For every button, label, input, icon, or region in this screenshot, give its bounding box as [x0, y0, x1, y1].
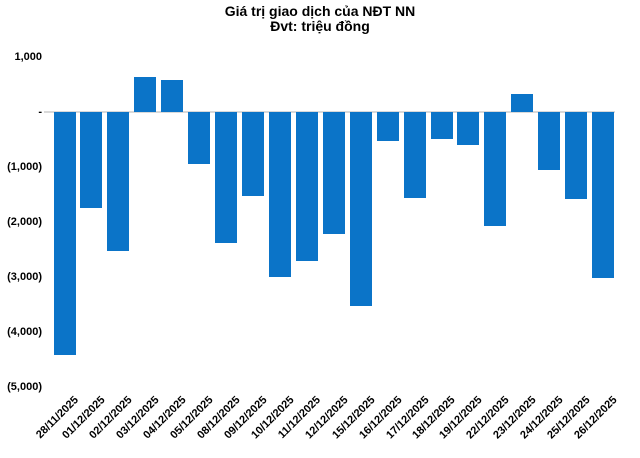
y-axis-tick-label: (5,000) — [7, 380, 42, 393]
bar — [484, 112, 507, 226]
bar — [161, 79, 184, 112]
bar — [403, 112, 426, 198]
bar — [107, 112, 130, 251]
bar — [565, 112, 588, 200]
y-axis-tick-label: (2,000) — [7, 215, 42, 228]
chart-title: Giá trị giao dịch của NĐT NN — [224, 3, 416, 19]
zero-axis-line — [44, 111, 615, 113]
bar — [80, 112, 103, 208]
bar — [376, 112, 399, 142]
bar — [430, 112, 453, 139]
bar — [242, 112, 264, 197]
y-axis-tick-label: - — [38, 105, 42, 118]
bar — [322, 112, 345, 235]
y-axis-tick-label: (4,000) — [7, 325, 42, 338]
bar — [511, 93, 534, 112]
bar — [134, 77, 157, 112]
bar — [53, 112, 76, 356]
y-axis-tick-label: 1,000 — [14, 50, 42, 63]
bar — [592, 112, 615, 278]
bar — [349, 112, 372, 307]
bar — [457, 112, 480, 145]
bar — [215, 112, 238, 243]
bar — [538, 112, 561, 171]
y-axis-tick-label: (1,000) — [7, 160, 42, 173]
bar — [295, 112, 318, 261]
bar — [188, 112, 211, 164]
y-axis-tick-label: (3,000) — [7, 270, 42, 283]
chart-subtitle: Đvt: triệu đồng — [270, 18, 370, 34]
bar — [268, 112, 291, 277]
